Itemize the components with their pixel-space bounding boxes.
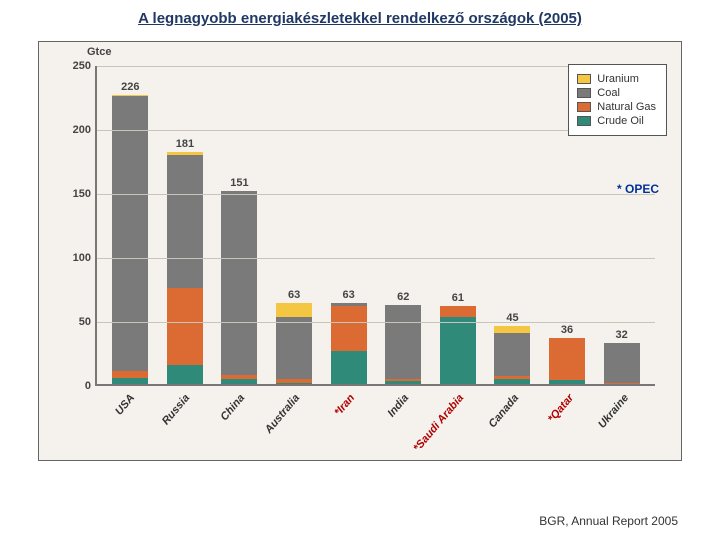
x-axis-labels: USARussiaChinaAustralia*IranIndia*Saudi … bbox=[95, 388, 655, 458]
bar-segment-crude_oil bbox=[167, 365, 203, 384]
chart-container: Gtce 22618115163636261453632 05010015020… bbox=[38, 41, 682, 461]
bar-segment-crude_oil bbox=[494, 379, 530, 384]
legend-item: Coal bbox=[577, 87, 656, 99]
legend-swatch bbox=[577, 102, 591, 112]
y-axis-label: Gtce bbox=[87, 46, 111, 58]
legend-label: Coal bbox=[597, 87, 620, 99]
bar-group: 151 bbox=[221, 191, 257, 384]
legend-label: Uranium bbox=[597, 73, 639, 85]
bar-segment-crude_oil bbox=[331, 351, 367, 384]
x-tick-label: USA bbox=[110, 388, 146, 458]
y-tick-label: 0 bbox=[85, 380, 91, 392]
bar-total-label: 32 bbox=[616, 329, 628, 341]
x-tick-label: China bbox=[220, 388, 256, 458]
x-tick-label: Australia bbox=[275, 388, 311, 458]
legend-item: Crude Oil bbox=[577, 115, 656, 127]
bar-segment-crude_oil bbox=[549, 380, 585, 384]
bar-total-label: 61 bbox=[452, 292, 464, 304]
x-tick-label: Russia bbox=[165, 388, 201, 458]
bar-group: 63 bbox=[331, 303, 367, 384]
y-tick-label: 100 bbox=[73, 252, 91, 264]
grid-line bbox=[97, 194, 655, 195]
bar-segment-coal bbox=[112, 96, 148, 371]
bar-total-label: 63 bbox=[288, 289, 300, 301]
bar-total-label: 226 bbox=[121, 81, 139, 93]
x-tick-label: *Saudi Arabia bbox=[439, 388, 475, 458]
bar-group: 36 bbox=[549, 338, 585, 384]
y-tick-label: 200 bbox=[73, 124, 91, 136]
legend-item: Uranium bbox=[577, 73, 656, 85]
bar-group: 63 bbox=[276, 303, 312, 384]
bar-total-label: 181 bbox=[176, 138, 194, 150]
legend-label: Crude Oil bbox=[597, 115, 643, 127]
x-tick-label: Ukraine bbox=[604, 388, 640, 458]
legend: Uranium Coal Natural Gas Crude Oil bbox=[568, 64, 667, 136]
bar-segment-crude_oil bbox=[385, 381, 421, 384]
x-tick-label: Canada bbox=[494, 388, 530, 458]
bar-segment-natural_gas bbox=[167, 288, 203, 365]
bar-segment-coal bbox=[221, 191, 257, 375]
bar-segment-natural_gas bbox=[549, 338, 585, 380]
bar-segment-natural_gas bbox=[604, 383, 640, 384]
bar-group: 226 bbox=[112, 95, 148, 384]
x-tick-label: *Iran bbox=[330, 388, 366, 458]
legend-item: Natural Gas bbox=[577, 101, 656, 113]
bar-segment-crude_oil bbox=[221, 379, 257, 384]
bar-segment-coal bbox=[276, 317, 312, 378]
bar-group: 62 bbox=[385, 305, 421, 384]
bar-group: 45 bbox=[494, 326, 530, 384]
bar-segment-crude_oil bbox=[276, 383, 312, 384]
bar-group: 61 bbox=[440, 306, 476, 384]
bar-segment-coal bbox=[494, 333, 530, 377]
opec-note: * OPEC bbox=[617, 182, 659, 196]
bar-segment-coal bbox=[385, 305, 421, 379]
bar-segment-coal bbox=[604, 343, 640, 383]
bar-segment-coal bbox=[167, 155, 203, 288]
y-tick-label: 50 bbox=[79, 316, 91, 328]
legend-swatch bbox=[577, 74, 591, 84]
grid-line bbox=[97, 258, 655, 259]
y-tick-label: 150 bbox=[73, 188, 91, 200]
legend-label: Natural Gas bbox=[597, 101, 656, 113]
y-tick-label: 250 bbox=[73, 60, 91, 72]
bar-segment-uranium bbox=[276, 303, 312, 317]
bar-total-label: 63 bbox=[343, 289, 355, 301]
legend-swatch bbox=[577, 116, 591, 126]
bar-total-label: 36 bbox=[561, 324, 573, 336]
bar-segment-natural_gas bbox=[331, 306, 367, 351]
bar-segment-natural_gas bbox=[440, 306, 476, 318]
grid-line bbox=[97, 322, 655, 323]
bar-segment-crude_oil bbox=[112, 378, 148, 384]
bar-group: 181 bbox=[167, 152, 203, 384]
legend-swatch bbox=[577, 88, 591, 98]
bar-total-label: 62 bbox=[397, 291, 409, 303]
bar-segment-crude_oil bbox=[440, 317, 476, 384]
page-title: A legnagyobb energiakészletekkel rendelk… bbox=[0, 0, 720, 35]
bar-group: 32 bbox=[604, 343, 640, 384]
bar-total-label: 151 bbox=[230, 177, 248, 189]
source-citation: BGR, Annual Report 2005 bbox=[539, 514, 678, 528]
x-tick-label: *Qatar bbox=[549, 388, 585, 458]
